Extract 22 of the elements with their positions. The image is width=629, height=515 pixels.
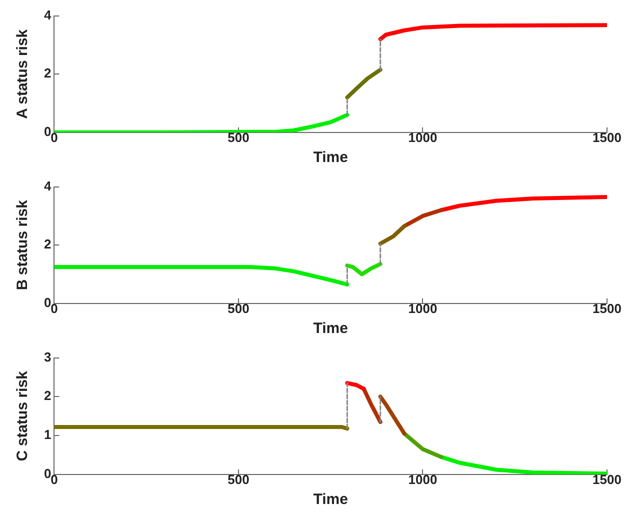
y-tick-label: 2 [44,388,52,404]
x-tick-label: 1000 [408,472,438,487]
x-tick-label: 500 [228,300,250,316]
x-tick-label: 500 [228,130,250,145]
y-tick-label: 4 [44,7,52,22]
y-axis-title: C status risk [14,370,32,462]
y-tick-label: 3 [44,349,52,364]
y-axis-title: A status risk [14,28,32,119]
x-tick-label: 1500 [592,130,622,145]
x-tick-label: 1500 [592,472,622,487]
x-tick-label: 500 [228,472,250,487]
y-axis-title: B status risk [14,199,32,290]
x-axis-title: Time [313,149,348,166]
y-tick-label: 4 [44,178,52,194]
y-tick-label: 2 [44,66,52,81]
x-tick-label: 1000 [408,300,438,316]
y-tick-label: 2 [44,236,52,252]
x-tick-label: 1500 [592,300,622,316]
x-axis-title: Time [313,320,348,338]
x-axis-title: Time [313,491,348,508]
y-tick-label: 1 [44,427,52,442]
x-tick-label: 1000 [408,130,438,145]
